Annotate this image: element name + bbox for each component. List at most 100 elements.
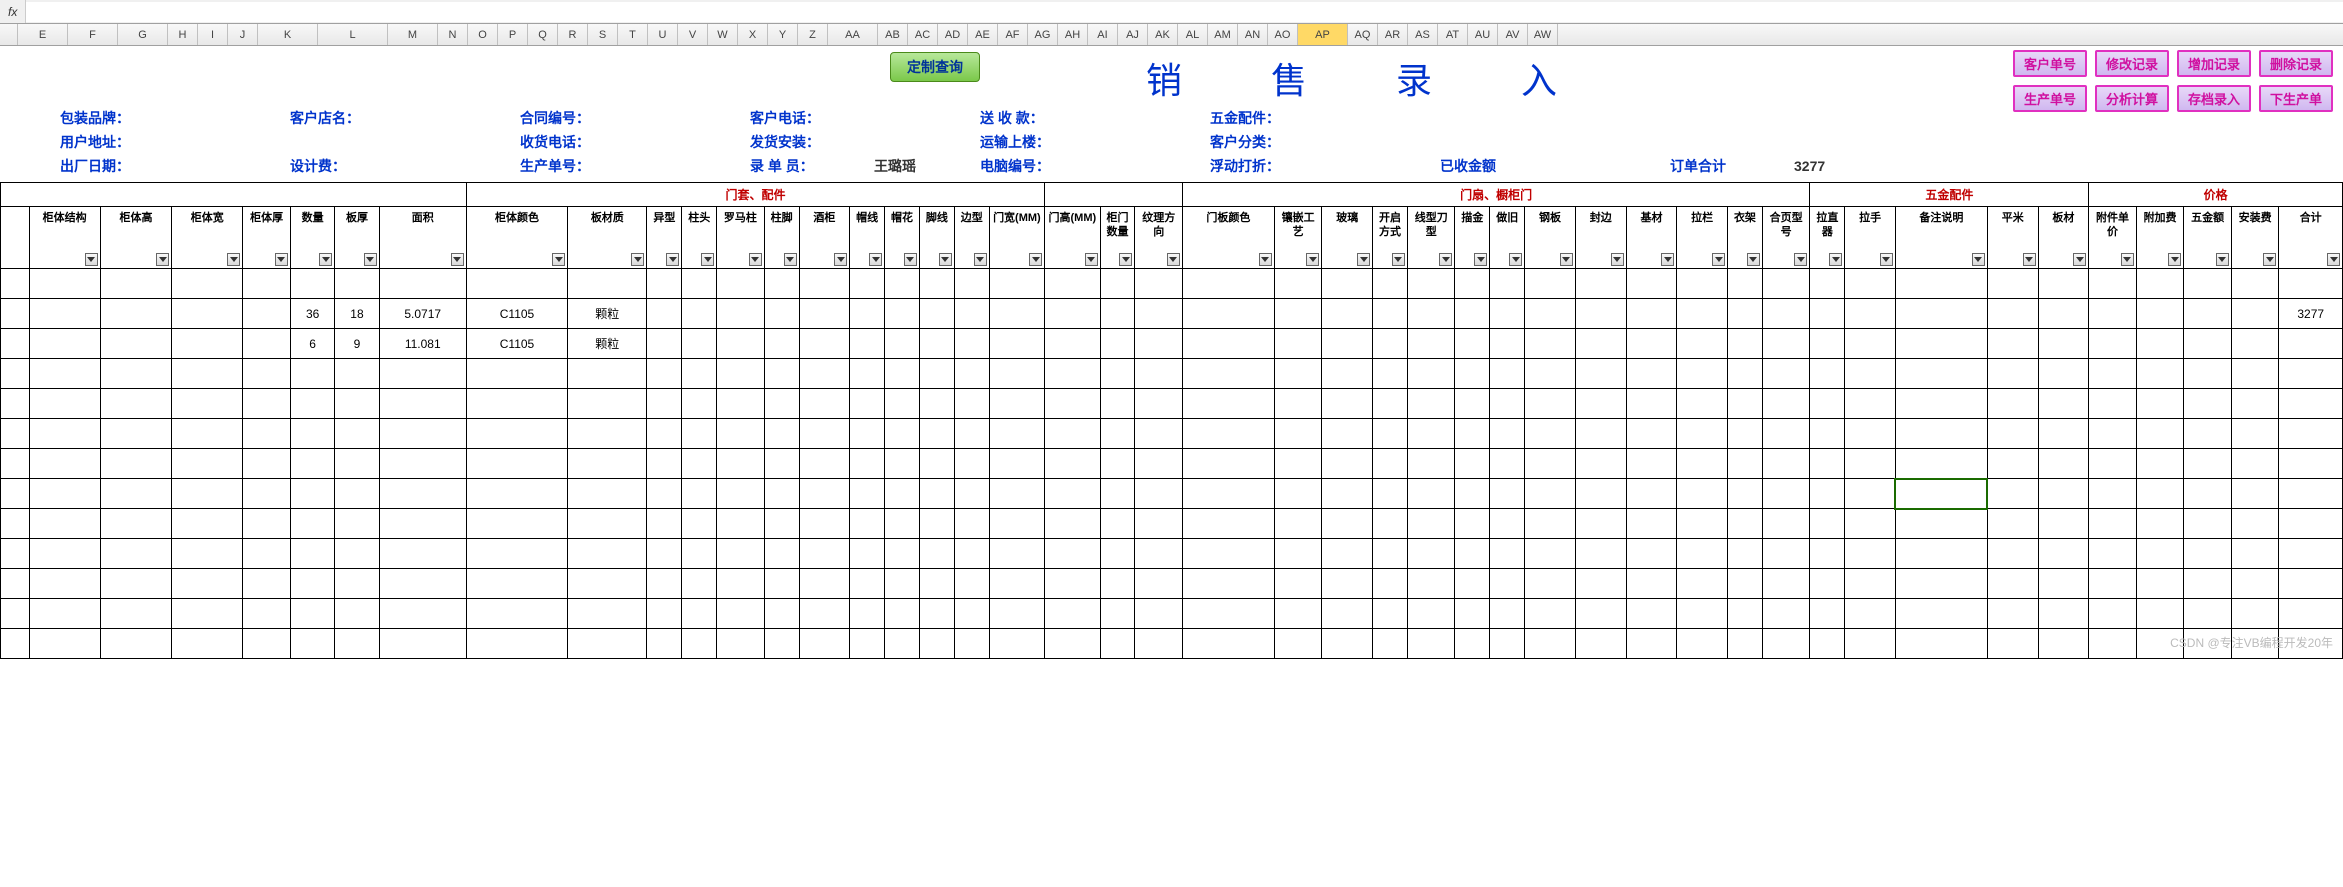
cell[interactable] — [1373, 479, 1408, 509]
column-header-18[interactable]: 边型 — [954, 207, 989, 269]
cell[interactable] — [100, 419, 171, 449]
cell[interactable] — [1, 569, 30, 599]
cell[interactable] — [989, 509, 1044, 539]
cell[interactable] — [1575, 269, 1626, 299]
column-header-8[interactable]: 柜体颜色 — [466, 207, 567, 269]
cell[interactable] — [172, 269, 243, 299]
cell[interactable] — [1, 479, 30, 509]
cell[interactable] — [954, 419, 989, 449]
formula-input[interactable] — [26, 2, 2343, 22]
cell[interactable] — [1677, 509, 1728, 539]
cell[interactable] — [1407, 509, 1455, 539]
cell[interactable] — [989, 539, 1044, 569]
column-header-39[interactable]: 平米 — [1987, 207, 2038, 269]
cell[interactable] — [954, 629, 989, 659]
filter-dropdown-icon[interactable] — [2168, 253, 2181, 266]
cell[interactable] — [1135, 629, 1183, 659]
cell[interactable] — [29, 389, 100, 419]
cell[interactable] — [1, 419, 30, 449]
cell[interactable] — [1762, 509, 1810, 539]
cell[interactable] — [989, 329, 1044, 359]
cell[interactable] — [2184, 479, 2232, 509]
cell[interactable] — [1100, 509, 1135, 539]
cell[interactable] — [2184, 449, 2232, 479]
cell[interactable] — [1728, 329, 1763, 359]
cell[interactable] — [243, 419, 291, 449]
col-header-AF[interactable]: AF — [998, 24, 1028, 45]
cell[interactable] — [1045, 629, 1100, 659]
cell[interactable] — [885, 599, 920, 629]
cell[interactable] — [850, 539, 885, 569]
cell[interactable] — [1895, 569, 1987, 599]
column-header-32[interactable]: 基材 — [1626, 207, 1677, 269]
cell[interactable] — [1626, 329, 1677, 359]
cell[interactable] — [1182, 269, 1274, 299]
cell[interactable] — [2089, 569, 2137, 599]
column-header-44[interactable]: 安装费 — [2231, 207, 2279, 269]
column-header-5[interactable]: 数量 — [290, 207, 334, 269]
cell[interactable] — [1728, 479, 1763, 509]
cell[interactable] — [1, 629, 30, 659]
cell[interactable] — [2136, 539, 2184, 569]
cell[interactable] — [1490, 629, 1525, 659]
cell[interactable] — [1987, 599, 2038, 629]
cell[interactable] — [1135, 299, 1183, 329]
cell[interactable] — [1575, 419, 1626, 449]
column-header-21[interactable]: 柜门数量 — [1100, 207, 1135, 269]
cell[interactable] — [1987, 629, 2038, 659]
cell[interactable] — [1845, 329, 1896, 359]
cell[interactable] — [2136, 269, 2184, 299]
column-header-20[interactable]: 门高(MM) — [1045, 207, 1100, 269]
column-header-16[interactable]: 帽花 — [885, 207, 920, 269]
cell[interactable] — [2136, 359, 2184, 389]
column-header-10[interactable]: 异型 — [647, 207, 682, 269]
cell[interactable] — [1762, 599, 1810, 629]
cell[interactable] — [799, 479, 850, 509]
cell[interactable] — [2038, 599, 2089, 629]
cell[interactable] — [1762, 329, 1810, 359]
filter-dropdown-icon[interactable] — [749, 253, 762, 266]
cell[interactable] — [2184, 329, 2232, 359]
cell[interactable] — [2231, 599, 2279, 629]
cell[interactable] — [1626, 389, 1677, 419]
col-header-U[interactable]: U — [648, 24, 678, 45]
filter-dropdown-icon[interactable] — [939, 253, 952, 266]
cell[interactable] — [335, 599, 379, 629]
cell[interactable] — [568, 599, 647, 629]
cell[interactable] — [100, 359, 171, 389]
cell[interactable] — [850, 449, 885, 479]
column-header-31[interactable]: 封边 — [1575, 207, 1626, 269]
cell[interactable] — [1322, 629, 1373, 659]
action-button-0[interactable]: 客户单号 — [2013, 50, 2087, 77]
cell[interactable] — [2038, 629, 2089, 659]
cell[interactable] — [2231, 479, 2279, 509]
cell[interactable] — [885, 269, 920, 299]
cell[interactable] — [850, 419, 885, 449]
cell[interactable] — [1373, 569, 1408, 599]
cell[interactable] — [1274, 389, 1322, 419]
cell[interactable] — [885, 299, 920, 329]
cell[interactable] — [1810, 329, 1845, 359]
cell[interactable] — [1728, 539, 1763, 569]
cell[interactable] — [2184, 599, 2232, 629]
col-header-R[interactable]: R — [558, 24, 588, 45]
cell[interactable] — [1626, 599, 1677, 629]
cell[interactable] — [2089, 329, 2137, 359]
cell[interactable] — [1490, 539, 1525, 569]
cell[interactable] — [2231, 509, 2279, 539]
cell[interactable] — [989, 419, 1044, 449]
cell[interactable] — [1728, 449, 1763, 479]
column-header-26[interactable]: 开启方式 — [1373, 207, 1408, 269]
cell[interactable] — [989, 599, 1044, 629]
column-header-34[interactable]: 衣架 — [1728, 207, 1763, 269]
col-header-S[interactable]: S — [588, 24, 618, 45]
cell[interactable] — [243, 539, 291, 569]
cell[interactable] — [989, 359, 1044, 389]
cell[interactable] — [717, 539, 765, 569]
cell[interactable] — [2231, 449, 2279, 479]
cell[interactable] — [1525, 449, 1576, 479]
cell[interactable] — [290, 389, 334, 419]
cell[interactable] — [885, 539, 920, 569]
col-header-AU[interactable]: AU — [1468, 24, 1498, 45]
cell[interactable] — [647, 539, 682, 569]
